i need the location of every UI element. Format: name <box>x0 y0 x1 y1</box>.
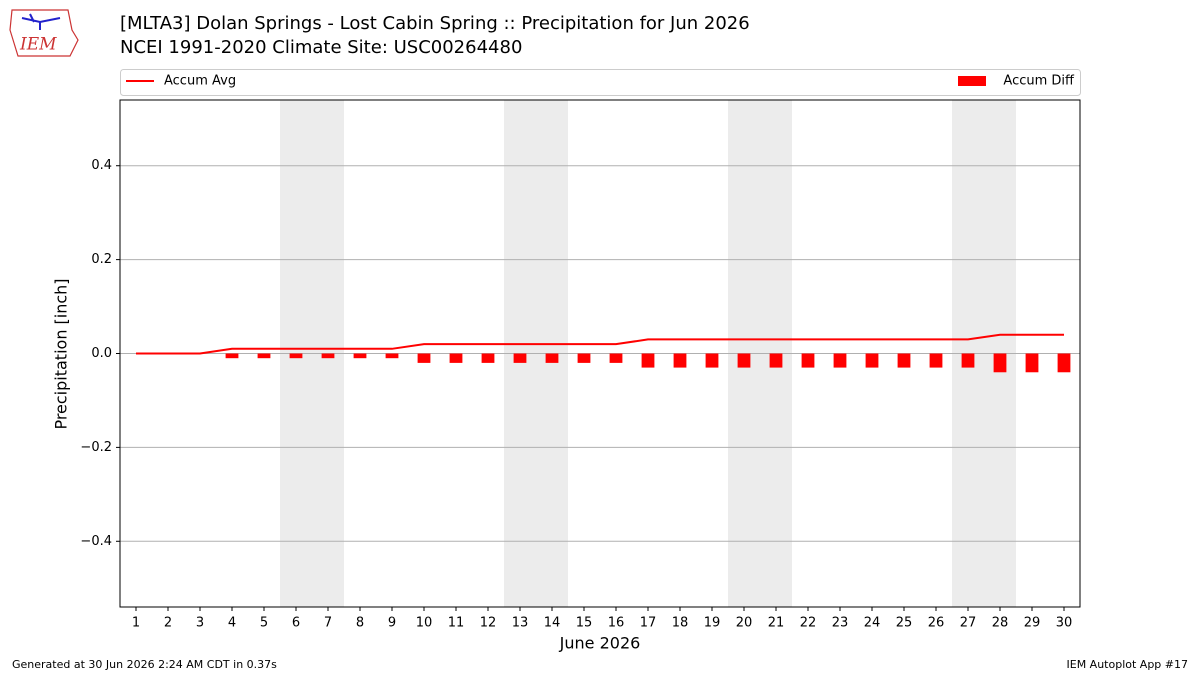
x-tick-label: 14 <box>544 616 561 631</box>
logo-outline <box>9 9 79 57</box>
logo-text: IEM <box>19 35 57 55</box>
plot-frame <box>119 99 1081 608</box>
legend-box <box>120 69 1081 96</box>
x-tick-label: 15 <box>576 616 593 631</box>
x-tick-label: 4 <box>228 616 236 631</box>
x-tick-label: 25 <box>896 616 913 631</box>
bar <box>289 353 303 359</box>
bar <box>1057 353 1071 373</box>
chart-title: [MLTA3] Dolan Springs - Lost Cabin Sprin… <box>120 13 750 34</box>
bar <box>513 353 527 363</box>
bar <box>897 353 911 368</box>
x-tick-label: 17 <box>640 616 657 631</box>
x-tick-label: 30 <box>1056 616 1073 631</box>
legend-label: Accum Avg <box>164 74 236 89</box>
footer-right: IEM Autoplot App #17 <box>1067 658 1189 671</box>
y-tick-label: −0.4 <box>80 534 112 549</box>
bar <box>769 353 783 368</box>
x-tick-label: 8 <box>356 616 364 631</box>
bar <box>481 353 495 363</box>
y-tick-label: 0.2 <box>91 252 112 267</box>
bar <box>353 353 367 359</box>
bar <box>705 353 719 368</box>
bar <box>929 353 943 368</box>
bar <box>417 353 431 363</box>
x-tick-label: 27 <box>960 616 977 631</box>
bar <box>321 353 335 359</box>
x-tick-label: 10 <box>416 616 433 631</box>
bar <box>993 353 1007 373</box>
bar <box>1025 353 1039 373</box>
chart-subtitle: NCEI 1991-2020 Climate Site: USC00264480 <box>120 37 522 58</box>
x-tick-label: 24 <box>864 616 881 631</box>
bar <box>225 353 239 359</box>
bar <box>865 353 879 368</box>
bar <box>833 353 847 368</box>
x-tick-label: 13 <box>512 616 529 631</box>
x-tick-label: 20 <box>736 616 753 631</box>
x-tick-label: 2 <box>164 616 172 631</box>
y-tick-label: −0.2 <box>80 440 112 455</box>
x-tick-label: 1 <box>132 616 140 631</box>
legend-swatch <box>958 76 986 86</box>
x-tick-label: 28 <box>992 616 1009 631</box>
bar <box>385 353 399 359</box>
bar <box>641 353 655 368</box>
x-tick-label: 21 <box>768 616 785 631</box>
bar <box>449 353 463 363</box>
legend-label: Accum Diff <box>1003 74 1075 89</box>
bar <box>545 353 559 363</box>
x-tick-label: 11 <box>448 616 465 631</box>
bar <box>737 353 751 368</box>
x-tick-label: 12 <box>480 616 497 631</box>
x-tick-label: 7 <box>324 616 332 631</box>
x-tick-label: 23 <box>832 616 849 631</box>
bar <box>961 353 975 368</box>
y-axis-label: Precipitation [inch] <box>52 278 71 429</box>
x-tick-label: 22 <box>800 616 817 631</box>
logo-icon <box>21 13 61 30</box>
x-tick-label: 5 <box>260 616 268 631</box>
y-tick-label: 0.0 <box>91 346 112 361</box>
line <box>136 333 1064 355</box>
bar <box>257 353 271 359</box>
bar <box>577 353 591 363</box>
x-tick-label: 29 <box>1024 616 1041 631</box>
bar <box>609 353 623 363</box>
logo: IEM <box>9 9 79 57</box>
x-tick-label: 16 <box>608 616 625 631</box>
bar <box>673 353 687 368</box>
x-tick-label: 19 <box>704 616 721 631</box>
x-axis-label: June 2026 <box>559 634 641 653</box>
x-tick-label: 18 <box>672 616 689 631</box>
x-tick-label: 6 <box>292 616 300 631</box>
bar <box>801 353 815 368</box>
y-tick-label: 0.4 <box>91 158 112 173</box>
x-tick-label: 9 <box>388 616 396 631</box>
footer-left: Generated at 30 Jun 2026 2:24 AM CDT in … <box>12 658 277 671</box>
x-tick-label: 3 <box>196 616 204 631</box>
x-tick-label: 26 <box>928 616 945 631</box>
